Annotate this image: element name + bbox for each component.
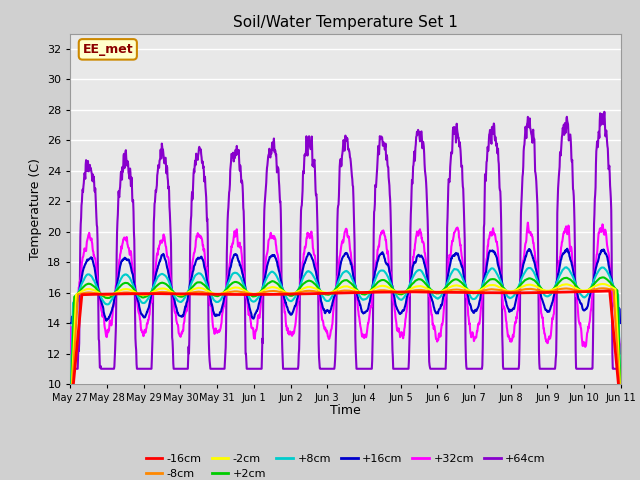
- Legend: -16cm, -8cm, -2cm, +2cm, +8cm, +16cm, +32cm, +64cm: -16cm, -8cm, -2cm, +2cm, +8cm, +16cm, +3…: [141, 449, 550, 480]
- +8cm: [189, 277, 196, 283]
- -2cm: [503, 288, 511, 294]
- Line: -16cm: -16cm: [70, 291, 621, 416]
- +64cm: [67, 366, 74, 372]
- +16cm: [431, 308, 439, 314]
- -16cm: [431, 289, 439, 295]
- -2cm: [250, 291, 258, 297]
- Line: +2cm: +2cm: [70, 277, 621, 417]
- +64cm: [175, 366, 183, 372]
- -8cm: [250, 291, 258, 297]
- +32cm: [67, 351, 74, 357]
- +16cm: [552, 284, 559, 290]
- +32cm: [552, 284, 559, 290]
- Line: -2cm: -2cm: [70, 284, 621, 416]
- +16cm: [503, 303, 511, 309]
- -8cm: [189, 289, 196, 295]
- Line: -8cm: -8cm: [70, 288, 621, 416]
- -2cm: [552, 286, 559, 291]
- Y-axis label: Temperature (C): Temperature (C): [29, 158, 42, 260]
- +2cm: [431, 290, 439, 296]
- +8cm: [563, 264, 570, 270]
- +2cm: [189, 284, 196, 289]
- -8cm: [67, 413, 74, 419]
- +2cm: [175, 293, 183, 299]
- -16cm: [552, 289, 559, 295]
- Line: +16cm: +16cm: [70, 249, 621, 323]
- -16cm: [605, 288, 613, 294]
- +2cm: [250, 293, 258, 299]
- +2cm: [617, 399, 625, 405]
- -8cm: [175, 291, 183, 297]
- +2cm: [503, 288, 511, 294]
- +64cm: [552, 362, 559, 368]
- -16cm: [503, 290, 511, 296]
- +8cm: [67, 410, 74, 416]
- -2cm: [175, 292, 183, 298]
- -2cm: [599, 281, 607, 287]
- X-axis label: Time: Time: [330, 405, 361, 418]
- Line: +64cm: +64cm: [70, 112, 621, 369]
- +32cm: [250, 334, 258, 340]
- -8cm: [617, 405, 625, 410]
- -8cm: [431, 289, 439, 295]
- -2cm: [189, 287, 196, 292]
- -2cm: [67, 413, 74, 419]
- +64cm: [250, 366, 258, 372]
- +64cm: [617, 366, 625, 372]
- -16cm: [250, 292, 258, 298]
- +8cm: [552, 283, 559, 288]
- +32cm: [431, 327, 439, 333]
- +32cm: [503, 324, 511, 330]
- -16cm: [617, 407, 625, 412]
- +64cm: [503, 366, 511, 372]
- +16cm: [617, 320, 625, 326]
- -16cm: [67, 413, 74, 419]
- Line: +8cm: +8cm: [70, 267, 621, 413]
- +16cm: [67, 320, 74, 326]
- -8cm: [599, 286, 607, 291]
- +32cm: [175, 332, 183, 338]
- +64cm: [600, 109, 608, 115]
- Line: +32cm: +32cm: [70, 223, 621, 354]
- +64cm: [189, 191, 196, 196]
- -8cm: [503, 288, 511, 294]
- +8cm: [503, 292, 511, 298]
- -16cm: [175, 291, 183, 297]
- +32cm: [617, 351, 625, 357]
- -2cm: [617, 402, 625, 408]
- +16cm: [189, 269, 196, 275]
- +8cm: [431, 294, 439, 300]
- Title: Soil/Water Temperature Set 1: Soil/Water Temperature Set 1: [233, 15, 458, 30]
- -2cm: [431, 289, 439, 295]
- +32cm: [524, 220, 532, 226]
- +16cm: [250, 314, 258, 320]
- +16cm: [175, 313, 183, 319]
- +2cm: [67, 414, 74, 420]
- -8cm: [552, 288, 559, 293]
- +2cm: [552, 284, 559, 289]
- +8cm: [617, 405, 625, 411]
- -16cm: [189, 291, 196, 297]
- +32cm: [189, 257, 196, 263]
- +2cm: [599, 275, 607, 280]
- +16cm: [563, 246, 571, 252]
- +8cm: [175, 299, 183, 304]
- Text: EE_met: EE_met: [83, 43, 133, 56]
- +8cm: [250, 299, 258, 304]
- +64cm: [431, 366, 439, 372]
